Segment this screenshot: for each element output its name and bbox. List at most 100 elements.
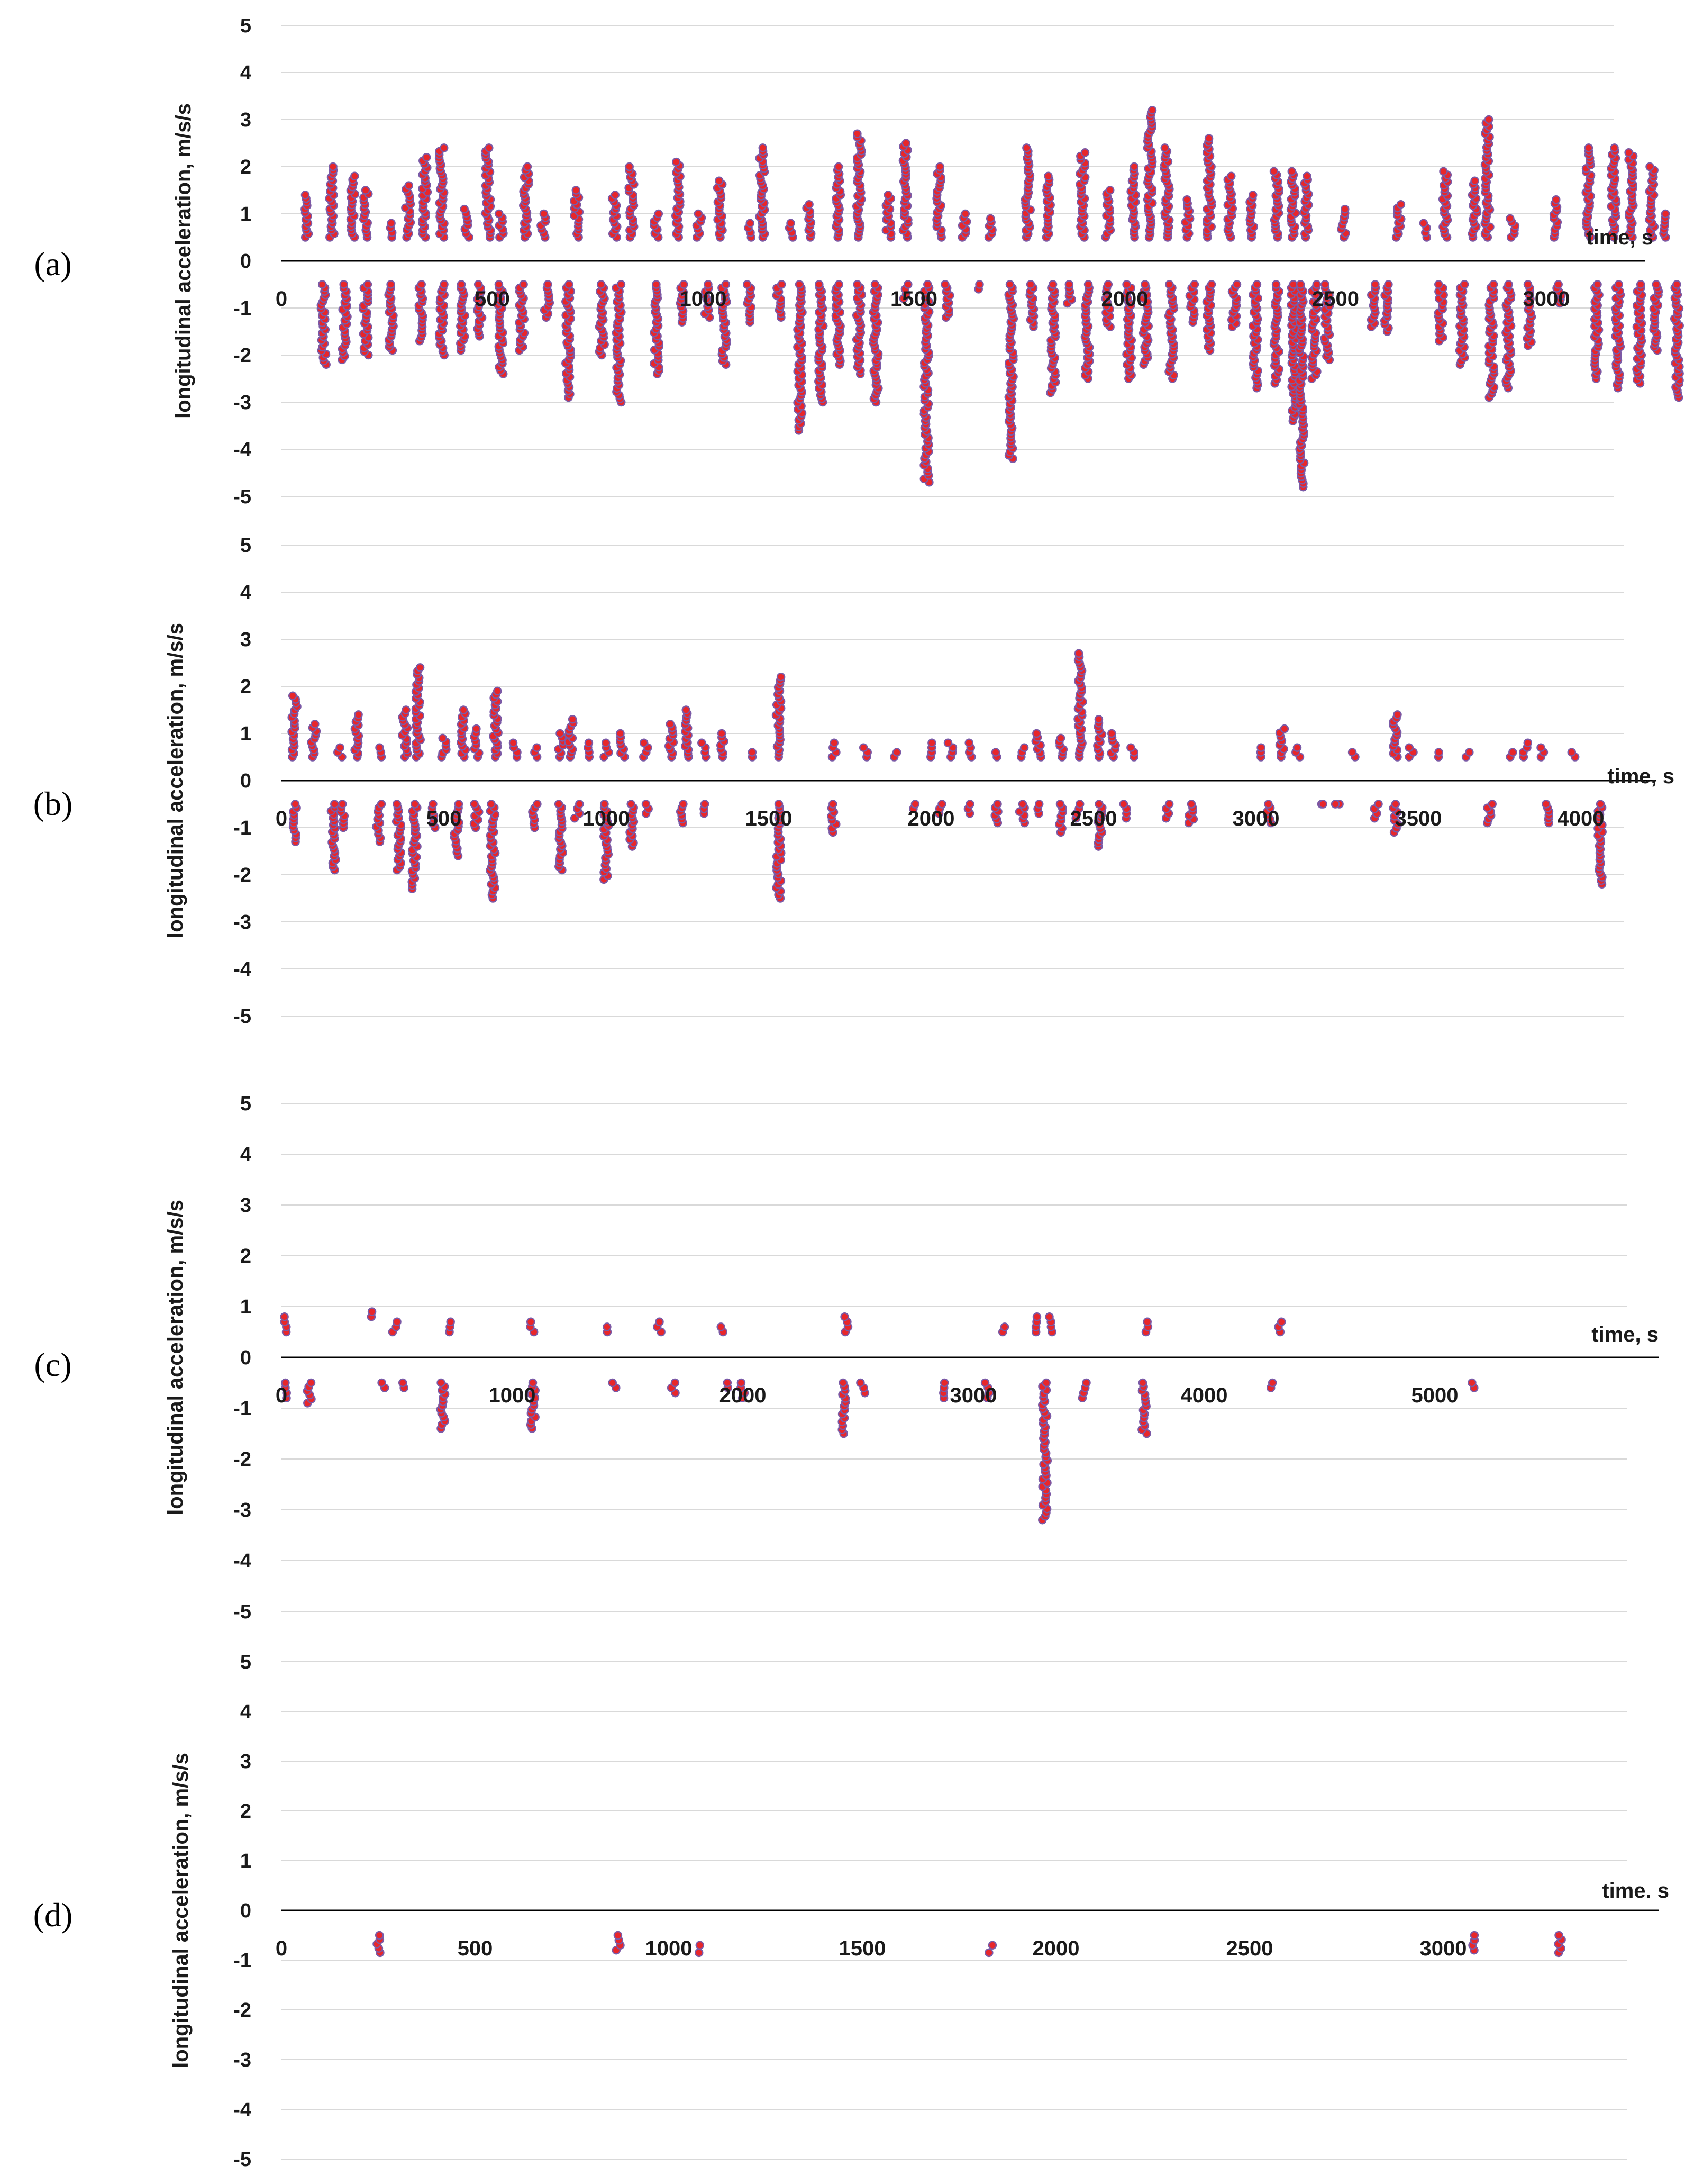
y-tick-label: 1 <box>240 1296 251 1318</box>
data-point <box>1277 1317 1286 1327</box>
x-tick-label: 500 <box>458 1937 493 1960</box>
data-point <box>459 705 468 714</box>
data-point <box>1645 162 1654 171</box>
y-tick-label: 4 <box>240 62 251 84</box>
x-tick-label: 4000 <box>1181 1384 1228 1407</box>
data-point <box>923 280 932 289</box>
y-tick-label: -2 <box>233 1448 251 1471</box>
data-point <box>1271 280 1281 289</box>
data-point <box>1506 214 1515 223</box>
data-point <box>721 280 731 289</box>
data-point <box>853 280 862 289</box>
x-tick-label: 0 <box>276 287 287 311</box>
data-point <box>1018 800 1027 809</box>
data-point <box>980 1378 990 1388</box>
x-tick-label: 1000 <box>583 807 630 830</box>
data-point <box>1567 748 1577 757</box>
data-point <box>1182 195 1191 204</box>
y-axis-label: longitudinal acceleration, m/s/s <box>172 103 195 419</box>
data-point <box>964 738 973 748</box>
y-tick-label: -5 <box>233 2149 251 2171</box>
data-point <box>543 280 552 289</box>
data-point <box>1122 280 1131 289</box>
y-tick-label: 0 <box>240 1900 251 1922</box>
data-point <box>460 204 469 214</box>
data-point <box>1672 280 1681 289</box>
data-point <box>993 800 1002 809</box>
data-point <box>985 1948 994 1958</box>
panel-label: (c) <box>34 1346 71 1383</box>
data-point <box>1252 280 1262 289</box>
data-point <box>523 162 532 171</box>
y-tick-label: 5 <box>240 1093 251 1115</box>
data-point <box>600 800 609 809</box>
data-point <box>539 209 549 219</box>
data-point <box>1523 738 1533 748</box>
data-point <box>1554 280 1563 289</box>
data-point <box>410 800 420 809</box>
data-point <box>288 691 297 701</box>
x-axis-label: time. s <box>1602 1879 1669 1902</box>
data-point <box>1056 733 1065 743</box>
x-tick-label: 1500 <box>890 287 937 311</box>
x-tick-label: 1000 <box>680 287 727 311</box>
data-point <box>290 800 300 809</box>
data-point <box>519 280 528 289</box>
data-point <box>1075 800 1085 809</box>
data-point <box>280 1312 289 1321</box>
data-point <box>1624 148 1633 157</box>
x-tick-label: 0 <box>276 807 287 830</box>
data-point <box>1141 280 1150 289</box>
y-tick-label: 2 <box>240 1800 251 1823</box>
y-tick-label: 1 <box>240 203 251 225</box>
data-point <box>386 280 395 289</box>
data-point <box>1652 280 1661 289</box>
data-point <box>830 738 839 748</box>
data-point <box>1138 1378 1147 1388</box>
data-point <box>904 280 913 289</box>
data-point <box>494 280 504 289</box>
data-point <box>1318 800 1327 809</box>
data-point <box>1165 280 1174 289</box>
data-point <box>440 280 449 289</box>
data-point <box>839 1378 848 1388</box>
data-point <box>853 129 862 138</box>
data-point <box>1232 280 1242 289</box>
panel-label: (b) <box>33 785 73 822</box>
panel-label: (a) <box>34 245 71 283</box>
y-tick-label: -3 <box>233 392 251 414</box>
x-tick-label: 2000 <box>1033 1937 1080 1960</box>
data-point <box>1064 280 1074 289</box>
y-tick-label: -2 <box>233 1999 251 2022</box>
data-point <box>700 800 709 809</box>
data-point <box>526 1317 535 1327</box>
x-tick-label: 3000 <box>1523 287 1570 311</box>
y-tick-label: -3 <box>233 2049 251 2071</box>
data-point <box>1405 743 1414 752</box>
data-point <box>859 743 868 752</box>
y-tick-label: 1 <box>240 1850 251 1872</box>
data-point <box>1042 1378 1051 1388</box>
data-point <box>1439 167 1448 176</box>
data-point <box>339 280 348 289</box>
data-point <box>564 280 573 289</box>
data-point <box>493 686 502 696</box>
y-tick-label: 4 <box>240 1144 251 1166</box>
data-point <box>1107 729 1116 738</box>
data-point <box>736 1378 746 1388</box>
data-point <box>1207 280 1216 289</box>
x-tick-label: 500 <box>475 287 510 311</box>
data-point <box>1593 280 1602 289</box>
data-point <box>1489 280 1498 289</box>
data-point <box>935 162 944 171</box>
y-tick-label: -5 <box>233 1005 251 1028</box>
data-point <box>1552 195 1561 204</box>
y-tick-label: -5 <box>233 486 251 508</box>
data-point <box>532 743 541 752</box>
x-tick-label: 3500 <box>1395 807 1442 830</box>
data-point <box>986 214 995 223</box>
data-point <box>1074 649 1083 658</box>
data-point <box>840 1312 849 1321</box>
x-tick-label: 2500 <box>1312 287 1359 311</box>
data-point <box>611 191 620 200</box>
